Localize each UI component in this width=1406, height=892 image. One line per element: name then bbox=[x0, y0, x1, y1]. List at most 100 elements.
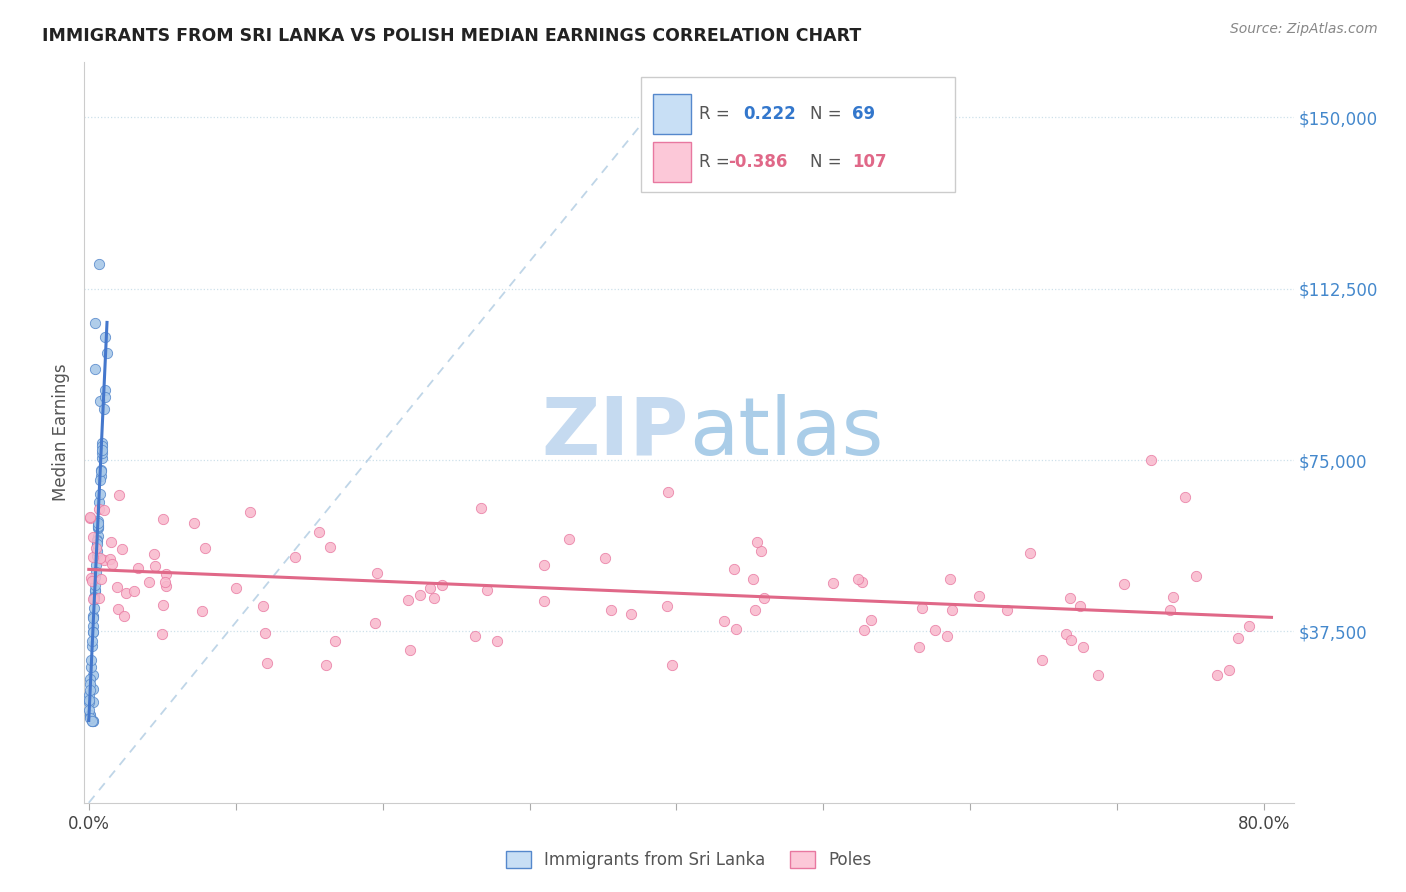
Point bbox=[396, 593, 419, 607]
Point bbox=[94, 384, 117, 398]
Text: atlas: atlas bbox=[689, 393, 883, 472]
Point bbox=[995, 602, 1018, 616]
Text: Source: ZipAtlas.com: Source: ZipAtlas.com bbox=[1230, 22, 1378, 37]
Point bbox=[741, 572, 763, 586]
Point bbox=[83, 591, 105, 606]
Point bbox=[86, 533, 108, 547]
Point bbox=[87, 519, 110, 533]
Point bbox=[93, 552, 115, 566]
Point bbox=[939, 572, 962, 586]
Point bbox=[84, 558, 107, 573]
Point bbox=[82, 619, 104, 633]
Point bbox=[1114, 577, 1136, 591]
Point bbox=[1226, 631, 1249, 645]
Point bbox=[138, 575, 160, 590]
Point bbox=[79, 688, 101, 702]
Point bbox=[83, 590, 105, 604]
Point bbox=[82, 625, 104, 640]
Point bbox=[82, 668, 104, 682]
Point bbox=[87, 520, 110, 534]
Point bbox=[319, 541, 342, 555]
Point bbox=[1071, 640, 1094, 654]
Point bbox=[93, 503, 115, 517]
Point bbox=[80, 652, 103, 666]
Text: N =: N = bbox=[810, 105, 841, 123]
Point bbox=[82, 610, 104, 624]
Point bbox=[127, 560, 149, 574]
Point bbox=[114, 586, 136, 600]
Point bbox=[84, 578, 107, 592]
Point bbox=[155, 579, 177, 593]
Point bbox=[89, 495, 111, 509]
Point bbox=[155, 567, 177, 582]
Point bbox=[191, 604, 214, 618]
Point bbox=[315, 657, 337, 672]
Point bbox=[657, 485, 679, 500]
Point bbox=[79, 707, 101, 722]
Point bbox=[89, 473, 111, 487]
Point bbox=[364, 616, 387, 631]
Text: N =: N = bbox=[810, 153, 841, 171]
Point bbox=[153, 575, 176, 590]
Point bbox=[924, 623, 946, 637]
Point bbox=[89, 551, 111, 566]
Y-axis label: Median Earnings: Median Earnings bbox=[52, 364, 70, 501]
Point bbox=[110, 541, 132, 556]
Point bbox=[80, 714, 103, 728]
FancyBboxPatch shape bbox=[652, 95, 692, 135]
Text: R =: R = bbox=[699, 153, 730, 171]
Text: R =: R = bbox=[699, 105, 730, 123]
Point bbox=[142, 547, 165, 561]
Point bbox=[225, 581, 247, 595]
Point bbox=[254, 625, 277, 640]
Point bbox=[80, 571, 103, 585]
Point bbox=[86, 544, 108, 558]
Point bbox=[96, 346, 118, 360]
Point bbox=[82, 611, 104, 625]
Point bbox=[661, 658, 683, 673]
Point bbox=[908, 640, 931, 655]
Point bbox=[749, 544, 772, 558]
Point bbox=[79, 708, 101, 723]
Point bbox=[83, 316, 105, 330]
Point bbox=[83, 582, 105, 597]
Point bbox=[101, 557, 124, 571]
Point bbox=[752, 591, 775, 605]
Point bbox=[89, 393, 111, 408]
Point bbox=[599, 603, 621, 617]
Point bbox=[470, 501, 492, 516]
Point bbox=[1069, 599, 1091, 613]
Point bbox=[1218, 663, 1240, 677]
Point bbox=[323, 633, 346, 648]
Point bbox=[1185, 568, 1208, 582]
Point bbox=[82, 714, 104, 728]
Point bbox=[90, 450, 112, 465]
Point bbox=[657, 599, 679, 613]
Point bbox=[82, 695, 104, 709]
Point bbox=[87, 517, 110, 532]
Text: 69: 69 bbox=[852, 105, 876, 123]
Point bbox=[1031, 653, 1053, 667]
Point bbox=[432, 578, 454, 592]
Point bbox=[84, 565, 107, 579]
Point bbox=[82, 574, 104, 588]
Point bbox=[90, 572, 112, 586]
Point bbox=[1239, 618, 1261, 632]
Point bbox=[87, 256, 110, 270]
Point bbox=[1159, 603, 1181, 617]
Point bbox=[93, 402, 115, 417]
Point bbox=[90, 464, 112, 478]
Point bbox=[77, 703, 100, 717]
Point bbox=[821, 576, 844, 591]
Point bbox=[79, 677, 101, 691]
Point bbox=[91, 442, 114, 457]
Legend: Immigrants from Sri Lanka, Poles: Immigrants from Sri Lanka, Poles bbox=[499, 845, 879, 876]
Point bbox=[911, 601, 934, 615]
Point bbox=[82, 609, 104, 624]
Point bbox=[620, 607, 643, 621]
Point bbox=[852, 623, 875, 637]
Text: 107: 107 bbox=[852, 153, 887, 171]
Point bbox=[77, 693, 100, 707]
Point bbox=[93, 390, 115, 404]
Point bbox=[399, 642, 422, 657]
